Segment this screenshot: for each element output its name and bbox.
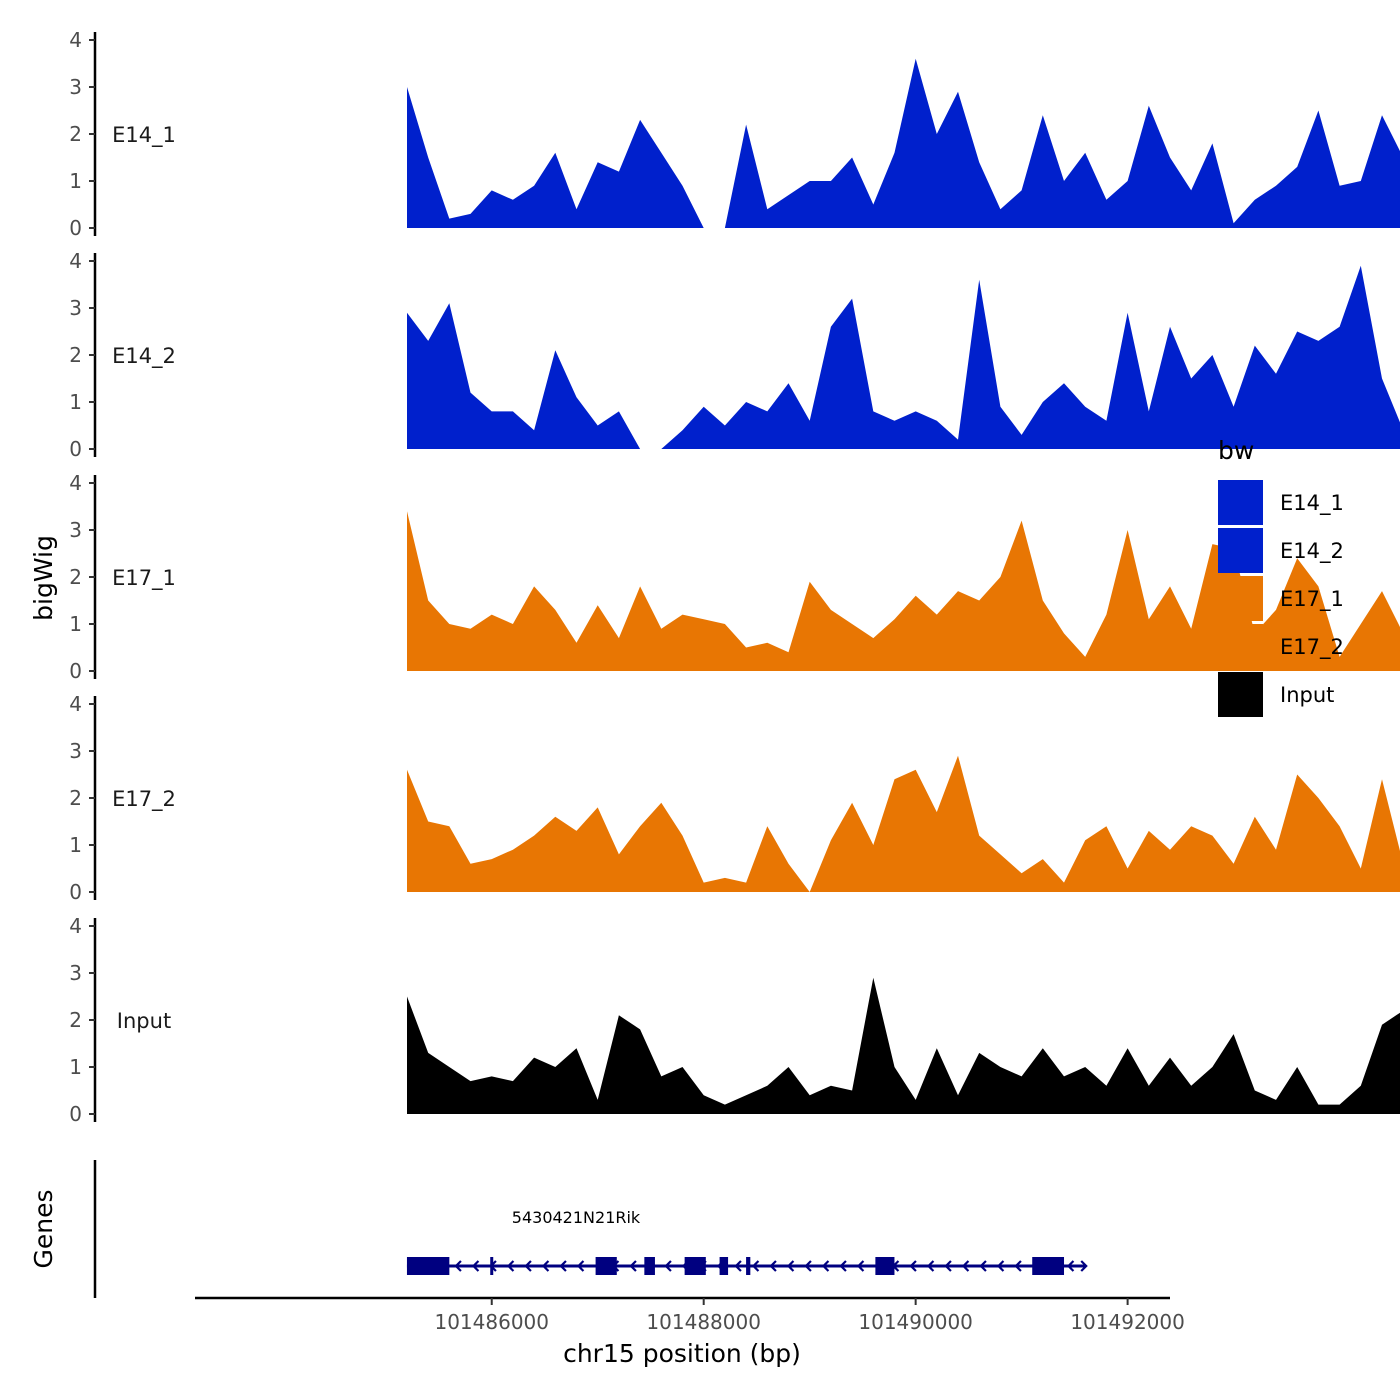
y-tick-label: 2 (69, 565, 82, 589)
legend: bw E14_1 E14_2 E17_1 E17_2 Input (1218, 436, 1344, 717)
strand-arrow (839, 1260, 847, 1272)
exon (595, 1257, 617, 1275)
strand-arrow (1014, 1260, 1022, 1272)
strand-arrow (541, 1260, 550, 1272)
strand-arrow (471, 1260, 480, 1272)
y-tick-label: 4 (69, 249, 82, 273)
legend-label: E14_1 (1280, 491, 1344, 516)
strand-arrow (559, 1260, 567, 1272)
exon (1032, 1257, 1065, 1275)
y-tick-label: 2 (69, 343, 82, 367)
y-tick-label: 1 (69, 390, 82, 414)
y-tick-label: 4 (69, 28, 82, 52)
strand-arrow (926, 1260, 935, 1272)
y-tick-label: 1 (69, 169, 82, 193)
strand-arrow (629, 1260, 637, 1272)
track-E17_2: 0 1 2 3 4 E17_2 (69, 692, 1400, 904)
strand-arrow (804, 1260, 812, 1272)
y-tick-label: 4 (69, 692, 82, 716)
track-label: E17_2 (112, 787, 176, 812)
y-tick-label: 3 (69, 75, 82, 99)
genes-track: 5430421N21Rik (93, 1160, 1088, 1298)
strand-arrow (506, 1260, 515, 1272)
track-E14_2: 0 1 2 3 4 E14_2 (69, 249, 1400, 461)
y-tick-label: 3 (69, 518, 82, 542)
legend-label: E17_2 (1280, 635, 1344, 660)
coverage-tracks: 0 1 2 3 4 E14_1 0 1 2 3 4 E14_2 0 1 2 3 4 E17_1 0 1 2 3 4 E17_2… (69, 28, 1400, 1126)
strand-arrow (454, 1260, 462, 1272)
exon (719, 1257, 729, 1275)
area-Input (407, 977, 1400, 1114)
track-label: E14_1 (112, 123, 176, 148)
x-axis-title: chr15 position (bp) (563, 1339, 801, 1368)
exon (684, 1257, 706, 1275)
y-tick-label: 4 (69, 471, 82, 495)
strand-arrow (961, 1260, 970, 1272)
exon (875, 1257, 895, 1275)
strand-arrow (1066, 1260, 1075, 1272)
exon (644, 1257, 655, 1275)
y-tick-label: 0 (69, 216, 82, 240)
y-tick-label: 0 (69, 659, 82, 683)
y-tick-label: 1 (69, 833, 82, 857)
x-tick-label: 101492000 (1070, 1310, 1185, 1334)
track-E14_1: 0 1 2 3 4 E14_1 (69, 28, 1400, 240)
track-label: E17_1 (112, 566, 176, 591)
strand-arrow (786, 1260, 795, 1272)
x-tick-label: 101490000 (858, 1310, 973, 1334)
strand-arrow (909, 1260, 917, 1272)
y-tick-label: 3 (69, 739, 82, 763)
area-E14_1 (407, 58, 1400, 228)
track-label: E14_2 (112, 344, 176, 369)
strand-arrow (1080, 1260, 1088, 1272)
y-tick-label: 0 (69, 880, 82, 904)
track-Input: 0 1 2 3 4 Input (69, 914, 1400, 1126)
x-tick-label: 101486000 (434, 1310, 549, 1334)
y-tick-label: 3 (69, 296, 82, 320)
y-tick-label: 1 (69, 612, 82, 636)
strand-arrow (664, 1260, 672, 1272)
legend-title: bw (1218, 436, 1254, 465)
area-E17_1 (407, 511, 1400, 671)
strand-arrow (751, 1260, 760, 1272)
legend-key-E17_2 (1218, 624, 1263, 669)
gene-name-label: 5430421N21Rik (512, 1208, 641, 1227)
legend-key-E14_2 (1218, 528, 1263, 573)
legend-key-Input (1218, 672, 1263, 717)
legend-key-E17_1 (1218, 576, 1263, 621)
y-tick-label: 3 (69, 961, 82, 985)
y-tick-label: 1 (69, 1055, 82, 1079)
y-tick-label: 0 (69, 437, 82, 461)
strand-arrow (821, 1260, 830, 1272)
y-tick-label: 4 (69, 914, 82, 938)
exon (746, 1257, 751, 1275)
y-tick-label: 0 (69, 1102, 82, 1126)
y-tick-label: 2 (69, 786, 82, 810)
area-E17_2 (407, 755, 1400, 892)
legend-key-E14_1 (1218, 480, 1263, 525)
legend-label: E14_2 (1280, 539, 1344, 564)
track-label: Input (117, 1009, 171, 1033)
strand-arrow (979, 1260, 987, 1272)
x-axis: 101486000 101488000 101490000 101492000 (195, 1296, 1185, 1334)
strand-arrow (734, 1260, 742, 1272)
exon (406, 1257, 450, 1275)
x-tick-label: 101488000 (646, 1310, 761, 1334)
strand-arrow (944, 1260, 952, 1272)
strand-arrow (769, 1260, 777, 1272)
area-E14_2 (407, 265, 1400, 449)
strand-arrow (524, 1260, 532, 1272)
y-axis-title: bigWig (29, 535, 58, 621)
strand-arrow (996, 1260, 1005, 1272)
track-E17_1: 0 1 2 3 4 E17_1 (69, 471, 1400, 683)
genes-axis-title: Genes (29, 1189, 58, 1268)
legend-label: E17_1 (1280, 587, 1344, 612)
strand-arrow (856, 1260, 865, 1272)
y-tick-label: 2 (69, 122, 82, 146)
strand-arrow (576, 1260, 585, 1272)
legend-label: Input (1280, 683, 1334, 707)
y-tick-label: 2 (69, 1008, 82, 1032)
